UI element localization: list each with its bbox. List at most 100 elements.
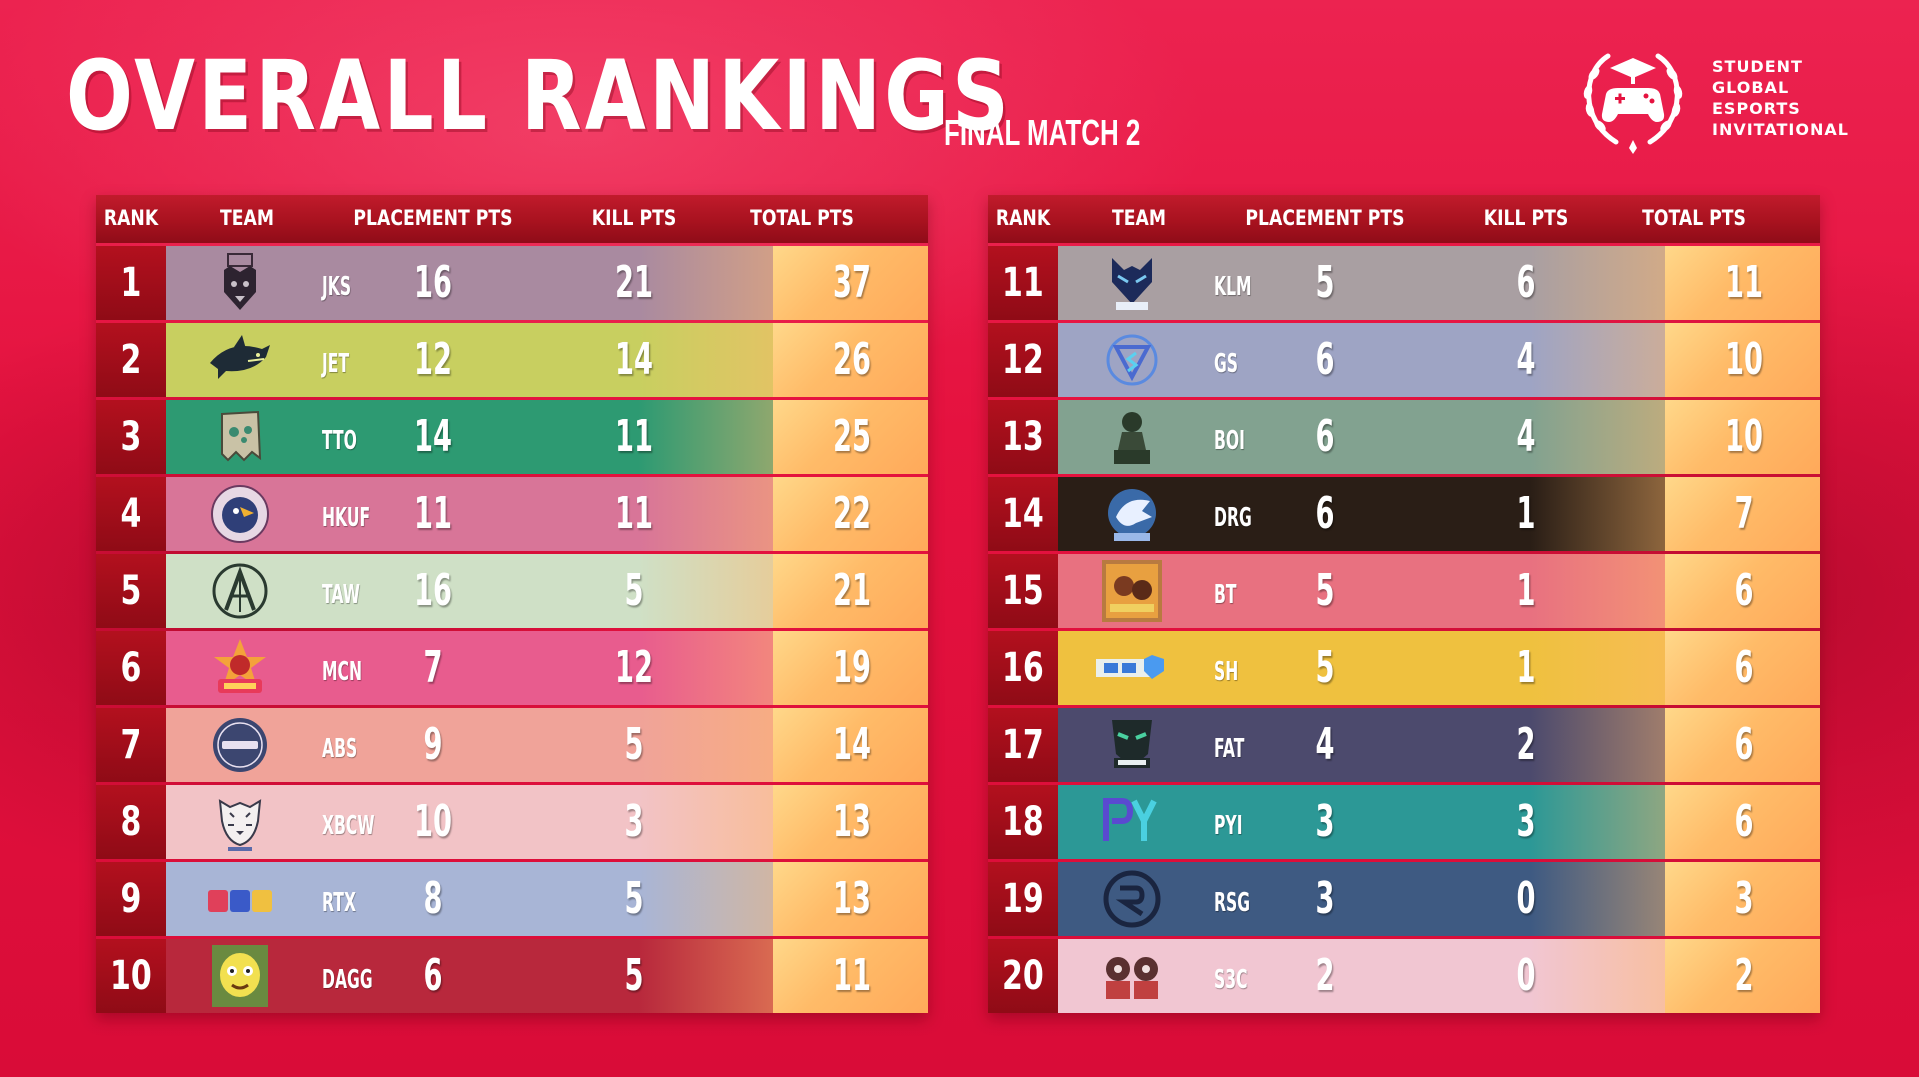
total-cell xyxy=(773,477,928,551)
rank-value: 13 xyxy=(1002,414,1044,460)
team-name: DRG xyxy=(1214,503,1252,533)
rank-value: 1 xyxy=(120,260,142,306)
kill-pts: 3 xyxy=(624,796,644,847)
table-rows: 1 JKS 16 21 37 2 JET 12 14 26 3 TTO 14 11 25 4 HKUF 11 11 2… xyxy=(96,246,928,1013)
team-name: RSG xyxy=(1214,888,1251,918)
rank-value: 11 xyxy=(1002,260,1044,306)
table-row: 12 GS 6 4 10 xyxy=(988,323,1820,397)
rank-value: 20 xyxy=(1002,953,1044,999)
total-pts: 6 xyxy=(1734,565,1754,616)
team-name: GS xyxy=(1214,349,1239,379)
total-pts: 25 xyxy=(833,411,871,462)
placement-pts: 7 xyxy=(423,642,443,693)
page-subtitle: FINAL MATCH 2 xyxy=(944,112,1141,153)
logo-line-4: INVITATIONAL xyxy=(1712,120,1849,139)
team-name: JKS xyxy=(322,272,352,302)
table-header: RANK TEAM PLACEMENT PTS KILL PTS TOTAL P… xyxy=(96,195,928,243)
team-row-body: JET 12 14 26 xyxy=(166,323,928,397)
team-name: MCN xyxy=(322,657,363,687)
rank-value: 17 xyxy=(1002,722,1044,768)
team-name: BOI xyxy=(1214,426,1245,456)
tiger-icon xyxy=(204,791,276,853)
team-row-body: SH 5 1 6 xyxy=(1058,631,1820,705)
rank-cell: 6 xyxy=(96,631,166,705)
team-name: DAGG xyxy=(322,965,373,995)
rank-value: 4 xyxy=(120,491,142,537)
column-header-kill: KILL PTS xyxy=(1483,206,1569,230)
team-name: BT xyxy=(1214,580,1237,610)
total-cell xyxy=(773,323,928,397)
rank-value: 14 xyxy=(1002,491,1044,537)
total-pts: 11 xyxy=(1725,257,1763,308)
total-cell xyxy=(773,785,928,859)
team-row-body: PYI 3 3 6 xyxy=(1058,785,1820,859)
kill-pts: 5 xyxy=(624,719,644,770)
placement-pts: 16 xyxy=(414,257,452,308)
nbn-letters-icon xyxy=(204,868,276,930)
table-row: 11 KLM 5 6 11 xyxy=(988,246,1820,320)
dragon-icon xyxy=(1096,483,1168,545)
total-cell xyxy=(1665,785,1820,859)
total-cell xyxy=(1665,862,1820,936)
placement-pts: 5 xyxy=(1315,565,1335,616)
py-letters-icon xyxy=(1096,791,1168,853)
team-name: HKUF xyxy=(322,503,371,533)
rank-cell: 10 xyxy=(96,939,166,1013)
rank-cell: 15 xyxy=(988,554,1058,628)
placement-pts: 8 xyxy=(423,873,443,924)
table-row: 4 HKUF 11 11 22 xyxy=(96,477,928,551)
shark-icon xyxy=(204,329,276,391)
rank-value: 15 xyxy=(1002,568,1044,614)
wolf-face-icon xyxy=(204,252,276,314)
page-title: OVERALL RANKINGS xyxy=(66,40,1013,152)
team-row-body: RTX 8 5 13 xyxy=(166,862,928,936)
team-row-body: DRG 6 1 7 xyxy=(1058,477,1820,551)
total-cell xyxy=(1665,323,1820,397)
kill-pts: 1 xyxy=(1516,488,1536,539)
rank-cell: 16 xyxy=(988,631,1058,705)
table-header: RANK TEAM PLACEMENT PTS KILL PTS TOTAL P… xyxy=(988,195,1820,243)
total-cell xyxy=(1665,939,1820,1013)
kill-pts: 6 xyxy=(1516,257,1536,308)
rank-cell: 4 xyxy=(96,477,166,551)
placement-pts: 3 xyxy=(1315,796,1335,847)
total-pts: 22 xyxy=(833,488,871,539)
cartoon-face-icon xyxy=(204,945,276,1007)
team-row-body: S3C 2 0 2 xyxy=(1058,939,1820,1013)
table-row: 8 XBCW 10 3 13 xyxy=(96,785,928,859)
team-name: TAW xyxy=(322,580,361,610)
kill-pts: 4 xyxy=(1516,334,1536,385)
kill-pts: 3 xyxy=(1516,796,1536,847)
kill-pts: 1 xyxy=(1516,642,1536,693)
kill-pts: 11 xyxy=(615,411,653,462)
rank-cell: 12 xyxy=(988,323,1058,397)
total-pts: 7 xyxy=(1734,488,1754,539)
team-name: RTX xyxy=(322,888,356,918)
total-cell xyxy=(1665,554,1820,628)
total-pts: 37 xyxy=(833,257,871,308)
rank-value: 7 xyxy=(120,722,142,768)
star-mascot-icon xyxy=(204,637,276,699)
placement-pts: 6 xyxy=(423,950,443,1001)
total-pts: 10 xyxy=(1725,334,1763,385)
rank-cell: 7 xyxy=(96,708,166,782)
table-row: 19 RSG 3 0 3 xyxy=(988,862,1820,936)
table-row: 2 JET 12 14 26 xyxy=(96,323,928,397)
total-cell xyxy=(1665,631,1820,705)
team-row-body: ABS 9 5 14 xyxy=(166,708,928,782)
rank-cell: 18 xyxy=(988,785,1058,859)
character-tile-icon xyxy=(1096,560,1168,622)
dagg-circle-icon xyxy=(204,714,276,776)
placement-pts: 12 xyxy=(414,334,452,385)
column-header-rank: RANK xyxy=(995,206,1051,230)
team-row-body: FAT 4 2 6 xyxy=(1058,708,1820,782)
triangle-s-icon xyxy=(1096,329,1168,391)
team-row-body: TAW 16 5 21 xyxy=(166,554,928,628)
table-row: 16 SH 5 1 6 xyxy=(988,631,1820,705)
team-row-body: BOI 6 4 10 xyxy=(1058,400,1820,474)
wolf-head-icon xyxy=(1096,252,1168,314)
table-row: 6 MCN 7 12 19 xyxy=(96,631,928,705)
total-cell xyxy=(773,939,928,1013)
total-cell xyxy=(773,708,928,782)
column-header-total: TOTAL PTS xyxy=(750,206,854,230)
